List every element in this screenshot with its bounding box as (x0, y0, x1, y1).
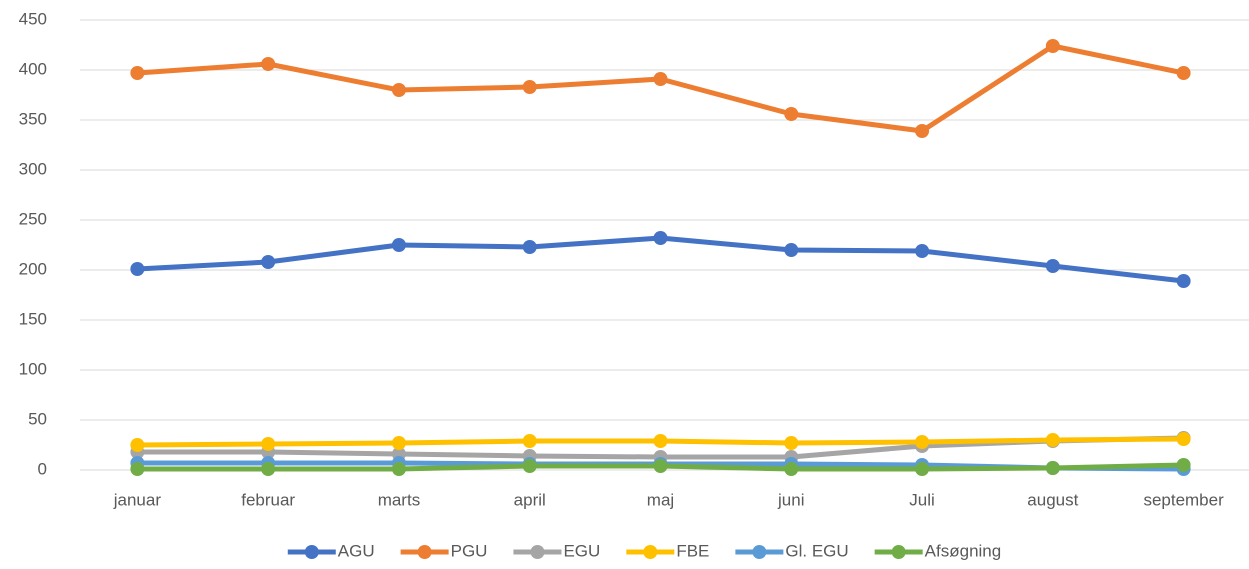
legend: AGU PGU EGU FBE Gl. EGU Afsøgning (287, 541, 1002, 560)
data-point (522, 459, 537, 473)
data-point (1045, 461, 1060, 475)
x-tick-label: januar (113, 490, 162, 509)
legend-marker (304, 545, 319, 559)
legend-marker (643, 545, 658, 559)
legend-marker (752, 545, 767, 559)
data-point (261, 437, 276, 451)
y-tick-label: 50 (28, 409, 47, 428)
x-tick-label: september (1143, 490, 1224, 509)
data-point (784, 462, 799, 476)
data-point (915, 244, 930, 258)
y-tick-label: 100 (19, 359, 47, 378)
data-point (130, 66, 145, 80)
x-tick-label: august (1027, 490, 1078, 509)
legend-marker (530, 545, 545, 559)
data-point (653, 434, 668, 448)
data-point (1176, 274, 1191, 288)
data-point (1176, 458, 1191, 472)
data-point (261, 255, 276, 269)
data-point (391, 436, 406, 450)
y-tick-label: 300 (19, 159, 47, 178)
x-tick-label: Juli (909, 490, 935, 509)
data-point (915, 462, 930, 476)
legend-label: AGU (338, 541, 375, 560)
data-point (261, 462, 276, 476)
y-tick-label: 200 (19, 259, 47, 278)
data-point (1176, 432, 1191, 446)
data-point (1045, 259, 1060, 273)
data-point (391, 238, 406, 252)
x-tick-label: februar (241, 490, 295, 509)
x-tick-label: juni (777, 490, 804, 509)
data-point (1045, 39, 1060, 53)
data-point (391, 83, 406, 97)
data-point (261, 57, 276, 71)
legend-label: EGU (563, 541, 600, 560)
data-point (130, 262, 145, 276)
data-point (1176, 66, 1191, 80)
legend-marker (891, 545, 906, 559)
x-tick-label: marts (378, 490, 421, 509)
data-point (130, 438, 145, 452)
data-point (653, 459, 668, 473)
data-point (915, 435, 930, 449)
legend-label: FBE (676, 541, 709, 560)
data-point (522, 240, 537, 254)
data-point (784, 436, 799, 450)
legend-label: PGU (451, 541, 488, 560)
data-point (522, 80, 537, 94)
y-tick-label: 150 (19, 309, 47, 328)
y-tick-label: 250 (19, 209, 47, 228)
y-tick-label: 450 (19, 9, 47, 28)
y-tick-label: 350 (19, 109, 47, 128)
legend-marker (417, 545, 432, 559)
legend-label: Afsøgning (925, 541, 1002, 560)
legend-label: Gl. EGU (785, 541, 848, 560)
data-point (784, 107, 799, 121)
data-point (784, 243, 799, 257)
data-point (130, 462, 145, 476)
data-point (653, 72, 668, 86)
y-tick-label: 400 (19, 59, 47, 78)
data-point (915, 124, 930, 138)
data-point (522, 434, 537, 448)
x-tick-label: maj (647, 490, 674, 509)
data-point (653, 231, 668, 245)
series-line (137, 43, 1185, 134)
data-point (391, 462, 406, 476)
y-tick-label: 0 (38, 459, 47, 478)
data-point (1045, 433, 1060, 447)
x-tick-label: april (514, 490, 546, 509)
